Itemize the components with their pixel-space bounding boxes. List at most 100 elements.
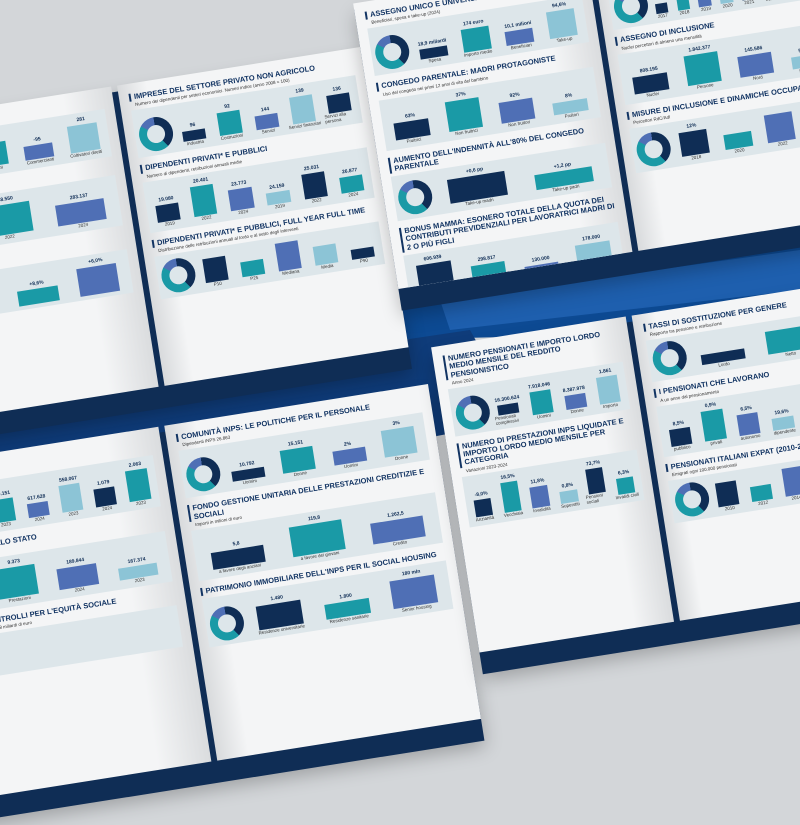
chart-item: 16.300.624 Pensionati complessivi (492, 394, 526, 426)
item-value: 0,8% (561, 481, 574, 490)
item-label: Uomini (536, 412, 552, 420)
section: Numero di prestazioni INPS liquidate e i… (456, 415, 645, 528)
item-value: -8,0% (474, 489, 488, 498)
chart-item: 96 Industria (176, 120, 212, 148)
item-value: 5,8 (232, 540, 240, 548)
chart-item: 0,8% Superstiti (555, 480, 583, 509)
item-label: Artigiani (0, 164, 4, 173)
chart-item: 298.817 Nord (462, 252, 516, 289)
chart-item: Netto (755, 322, 800, 362)
item-value: 92% (509, 91, 520, 99)
chart-item: 2022 (757, 0, 781, 3)
item-label: Take-up (556, 35, 573, 44)
chart-item: 1.262,5 Credito (357, 505, 438, 551)
bar (189, 183, 218, 217)
item-label: Lordo (718, 361, 731, 368)
item-value: 1.079 (96, 479, 110, 488)
bar (289, 94, 317, 125)
chart-item: 2020 (717, 128, 760, 156)
chart-item: 25.031 2022 (295, 162, 334, 205)
item-value: 19,6% (774, 407, 790, 416)
item-value: 144 (260, 106, 270, 114)
chart-item: 551.735 Sud e Isole (783, 43, 800, 75)
donut-chart (136, 114, 176, 154)
chart-item: 1.480 Residenze universitarie (245, 590, 314, 637)
item-value: 37% (455, 90, 466, 99)
bar (781, 465, 800, 497)
chart-item: 283.137 2024 (43, 188, 118, 233)
chart-item: 15.151 Donne (272, 437, 324, 480)
page-right: Imprese del settore privato non agricolo… (116, 46, 409, 386)
item-label: 2018 (679, 9, 690, 16)
item-value: 3% (392, 420, 401, 428)
item-value: 25.031 (303, 163, 320, 172)
item-value: 10.792 (238, 460, 255, 469)
bar (470, 260, 508, 288)
item-label: 2023 (134, 576, 145, 583)
item-label: 2022 (777, 140, 789, 147)
item-value: 19.080 (157, 194, 174, 203)
chart-item: 2022 (758, 108, 800, 149)
chart-item: 2.063 2023 (120, 460, 157, 508)
item-label: 2012 (757, 499, 769, 506)
chart-item: 0,9% privati (695, 400, 732, 447)
item-value: 139 (295, 87, 305, 95)
chart-item: 606.939 Totale beneficiarie (408, 251, 464, 289)
chart-item: 2012 (745, 481, 778, 507)
item-value: 23.773 (230, 179, 247, 188)
chart-item: -8,0% Anzianità (468, 489, 497, 523)
item-value: 6,3% (617, 468, 630, 477)
item-label: 2023 (135, 499, 147, 507)
item-label: Donne (394, 454, 409, 462)
bar (228, 186, 255, 211)
item-value: 15.151 (287, 439, 304, 448)
chart-item: Media (307, 240, 344, 271)
item-label: 2022 (311, 196, 322, 204)
bar (300, 170, 328, 200)
item-label: 2024 (74, 585, 85, 593)
item-label: 2024 (347, 190, 359, 198)
chart-item: 119,8 a favore dei giovani (276, 509, 359, 564)
item-value: 16,5% (500, 472, 515, 481)
bar (529, 484, 551, 508)
bar (312, 243, 339, 266)
chart-item: +8,6% (8, 276, 69, 308)
item-value: 12% (685, 122, 697, 130)
item-label: Nord (752, 73, 763, 81)
bar (416, 260, 456, 289)
chart-item: +1,2 pp Take-up padri (521, 156, 608, 197)
chart-item: 144 Servizi (248, 104, 285, 136)
chart-item: 16,5% Vecchiaia (495, 472, 526, 518)
chart-item: 9.373 Prestazioni (0, 554, 48, 605)
bar (791, 51, 800, 70)
item-label: 2024 (237, 208, 249, 215)
chart-item: 94,6% Take-up (539, 0, 585, 45)
bar (58, 483, 84, 514)
chart-item: 92 Costruzioni (210, 101, 248, 142)
item-label: Uomini (343, 462, 359, 470)
item-label: 2024 (101, 505, 113, 512)
item-label: Industria (186, 138, 205, 147)
donut-chart (158, 255, 198, 295)
chart-item: 6,5% autonomo (730, 403, 766, 441)
chart-item: 2017 (652, 0, 672, 20)
item-label: Persone (696, 81, 714, 90)
bar (202, 255, 229, 283)
bar (678, 128, 710, 157)
chart-item: 26.877 2024 (333, 165, 370, 199)
donut-chart (650, 338, 690, 378)
item-label: Centro (536, 275, 551, 283)
item-label: Uomini (242, 478, 258, 486)
item-value: 20.401 (192, 176, 209, 185)
section: Privato non agricolo Quota dei numero to… (0, 231, 134, 328)
chart-item: 92% Non fruitori (490, 88, 544, 129)
chart-item: 808.195 Nuclei (624, 63, 677, 100)
item-value: 2.063 (128, 461, 142, 470)
chart-item: 1.079 2024 (88, 478, 123, 513)
page-right: Comunità INPS: le politiche per il perso… (164, 384, 482, 761)
item-label: Media (320, 262, 334, 270)
item-label: Sud e Isole (584, 266, 608, 276)
chart-item: 2021 (737, 0, 759, 6)
bar (76, 262, 121, 297)
brochure-bottom-right: Numero pensionati e importo lordo medio … (431, 284, 800, 675)
